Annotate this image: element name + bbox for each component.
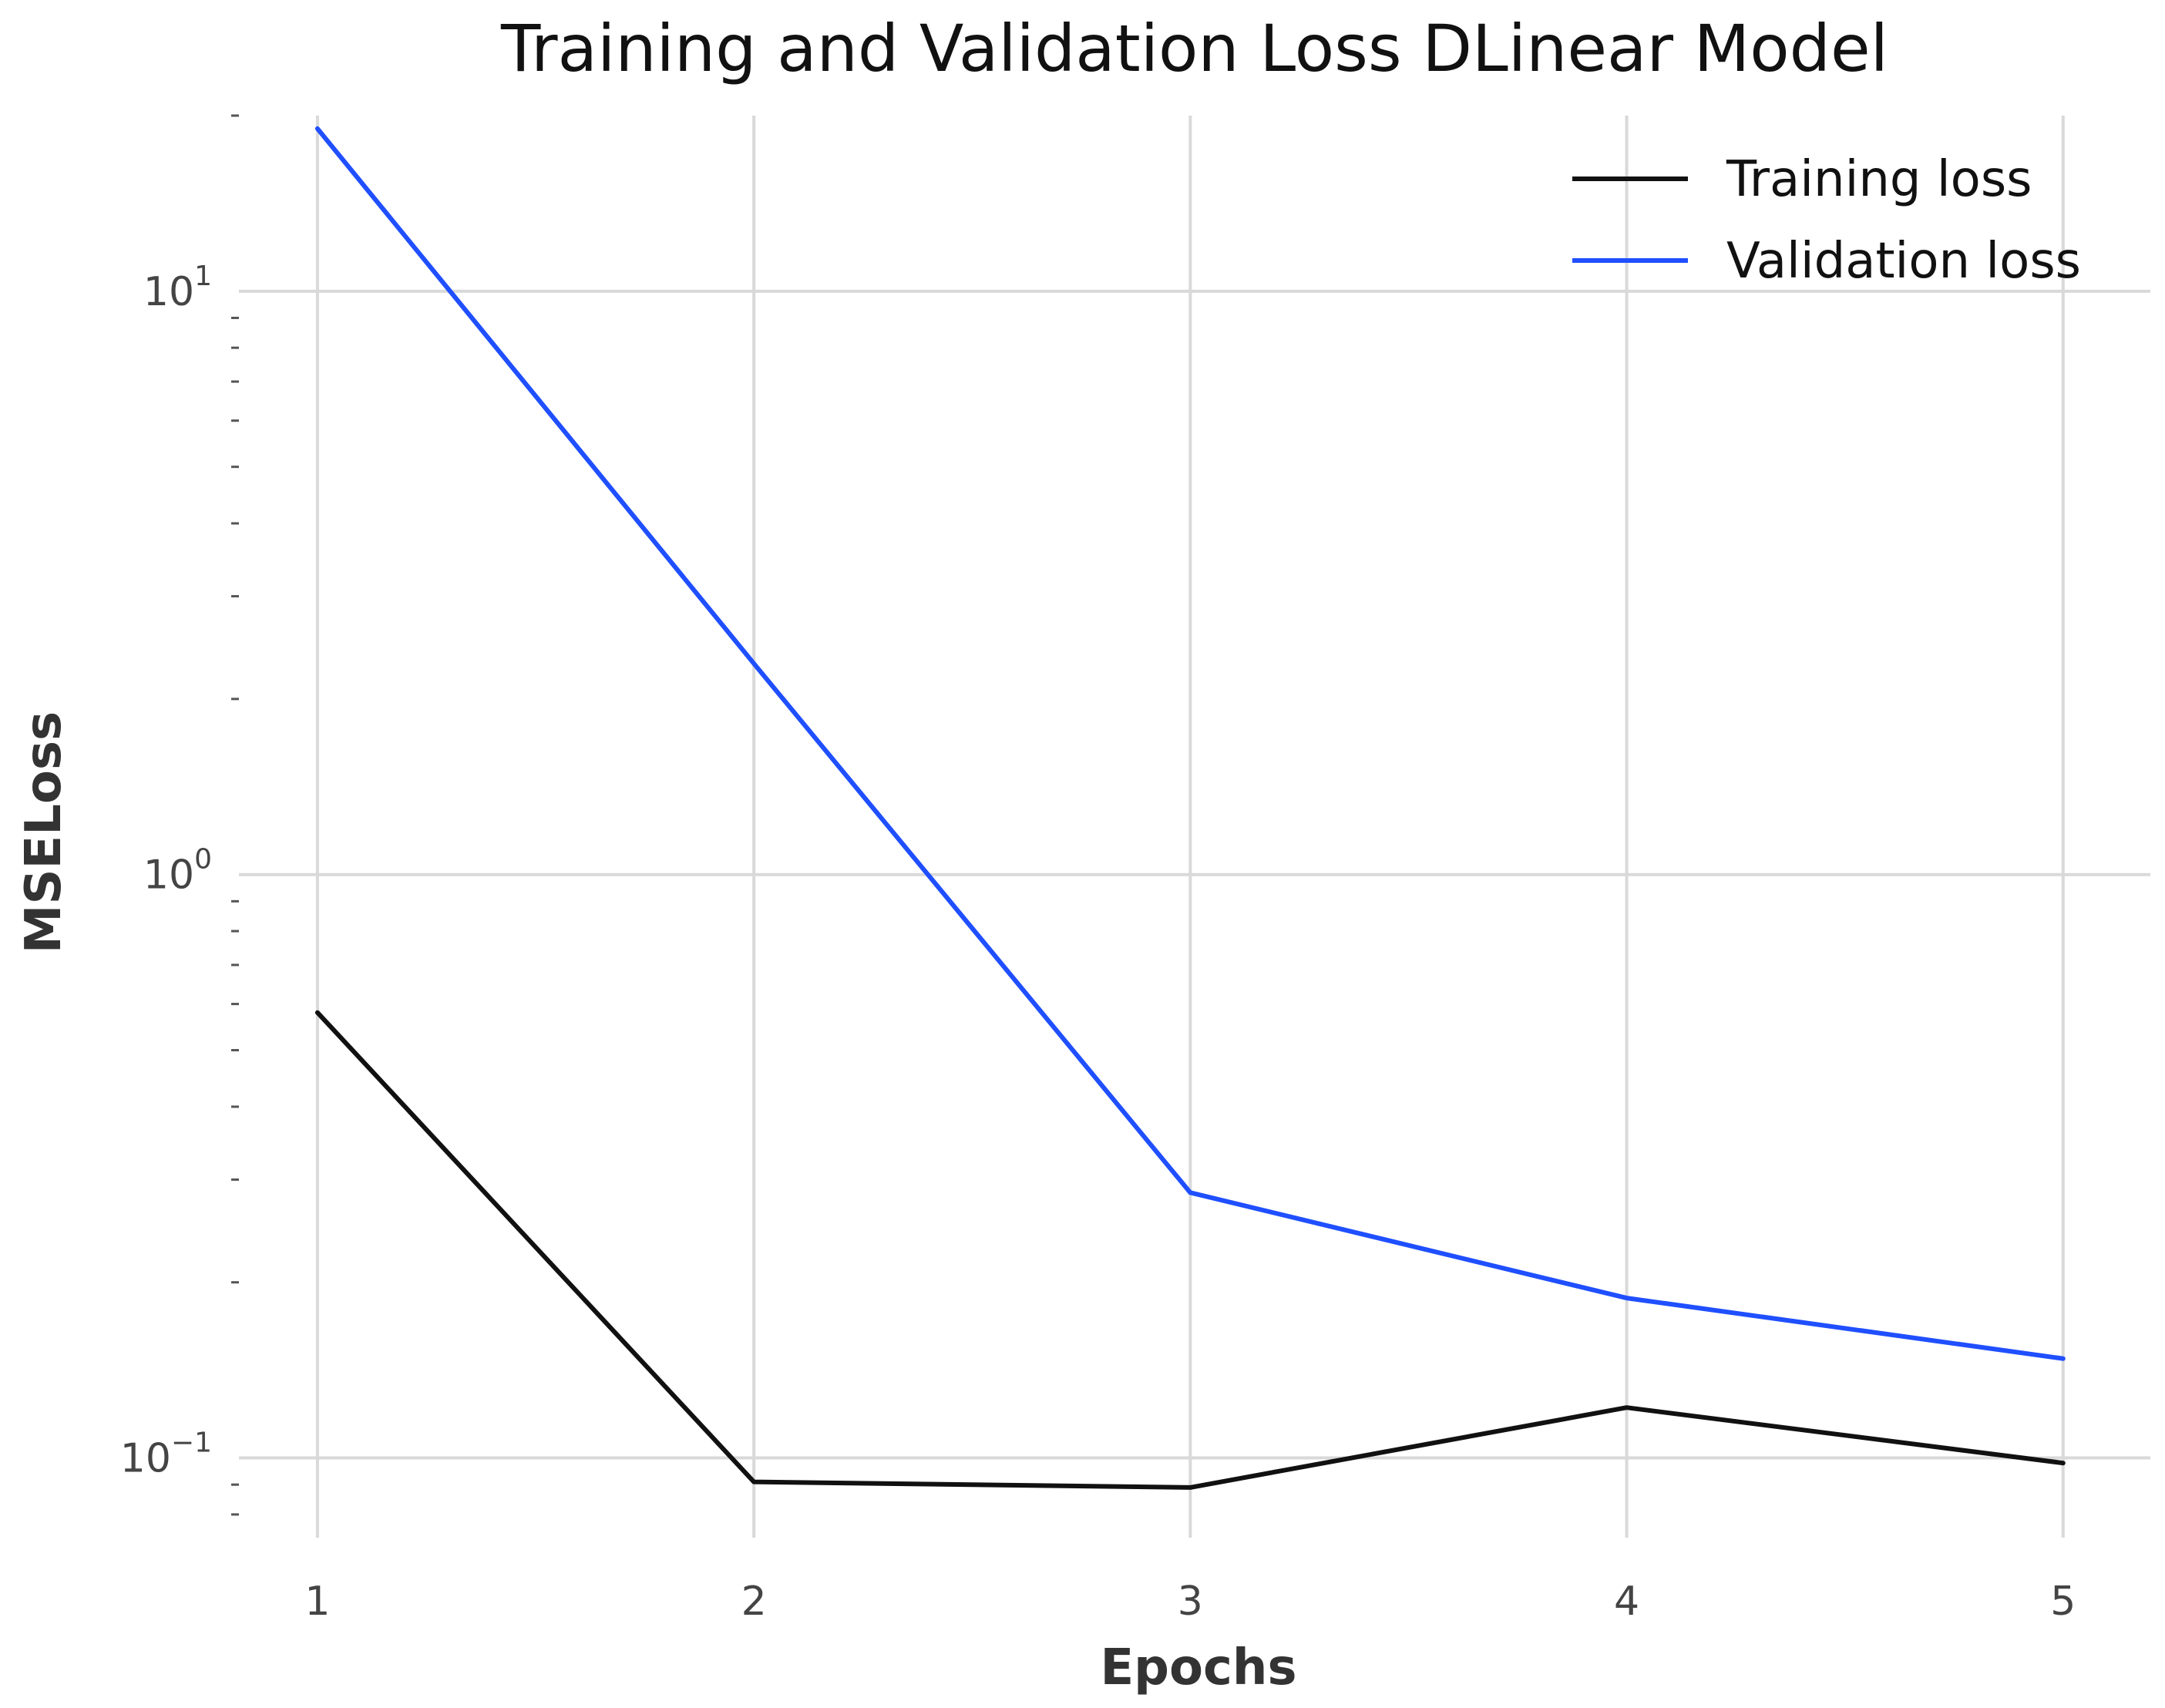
y-minor-ticks [231,114,239,1516]
chart-title: Training and Validation Loss DLinear Mod… [500,11,1888,86]
y-tick-labels: 10−1 100 101 [120,261,212,1482]
x-axis-label: Epochs [1100,1639,1296,1696]
y-axis-label: MSELoss [15,711,72,953]
x-tick-label: 3 [1178,1579,1203,1625]
y-tick-label: 101 [143,261,212,315]
legend-label-validation-loss: Validation loss [1726,233,2081,290]
training-loss-line [314,1010,2066,1490]
validation-loss-line [314,126,2066,1361]
x-tick-label: 5 [2050,1579,2076,1625]
y-tick-label: 100 [143,844,212,899]
x-tick-labels: 1 2 3 4 5 [304,1579,2076,1625]
x-tick-label: 4 [1614,1579,1639,1625]
legend: Training loss Validation loss [1572,151,2081,290]
x-grid [315,116,2065,1538]
x-tick-label: 1 [304,1579,330,1625]
y-tick-label: 10−1 [120,1427,212,1482]
series-layer [314,126,2066,1490]
legend-label-training-loss: Training loss [1726,151,2032,208]
y-grid [239,289,2150,1460]
x-tick-label: 2 [741,1579,767,1625]
